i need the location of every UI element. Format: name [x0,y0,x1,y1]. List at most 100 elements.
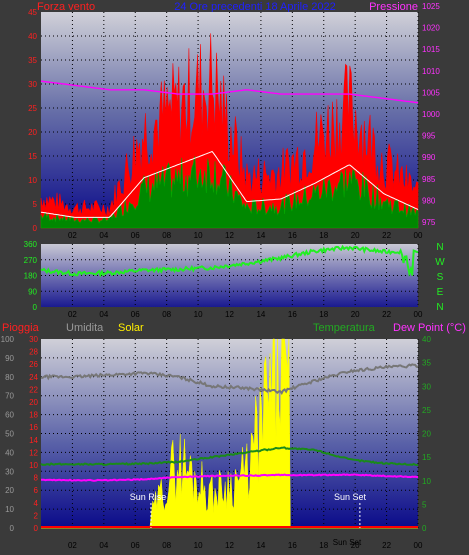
x-tick-label: 18 [319,231,328,240]
wind-tick-label: 20 [28,128,37,137]
x-tick-label: 12 [225,541,234,550]
pressure-tick-label: 1000 [422,110,440,119]
compass-letter: N [436,302,443,313]
compass-letter: E [437,287,444,298]
direction-tick-label: 0 [33,303,38,312]
wind-tick-label: 5 [33,200,38,209]
compass-letter: W [435,257,445,268]
x-tick-label: 14 [256,231,265,240]
direction-x-axis: 02 04 06 08 10 12 14 16 18 20 22 00 [68,310,423,319]
x-tick-label: 02 [68,231,77,240]
bottom-x-axis: 02 04 06 08 10 12 14 16 18 20 22 00 [68,541,423,550]
x-tick-label: 14 [256,541,265,550]
x-tick-label: 08 [162,310,171,319]
humidity-tick-label: 70 [5,392,14,401]
temperature-tick-label: 20 [422,430,431,439]
humidity-tick-label: 10 [5,505,14,514]
direction-left-axis: 0 90 180 270 360 [24,240,38,312]
rain-tick-label: 8 [34,474,39,483]
pressure-series [40,80,419,104]
x-tick-label: 10 [194,310,203,319]
sunset-axis-label: Sun Set [333,538,362,547]
humidity-tick-label: 60 [5,411,14,420]
compass-letter: S [437,272,444,283]
humidity-tick-label: 100 [1,335,15,344]
wind-tick-label: 10 [28,176,37,185]
wind-tick-label: 35 [28,56,37,65]
solar-label: Solar [118,322,144,334]
x-tick-label: 14 [256,310,265,319]
rain-tick-label: 16 [29,423,38,432]
x-tick-label: 02 [68,310,77,319]
x-tick-label: 02 [68,541,77,550]
temperature-tick-label: 30 [422,382,431,391]
x-tick-label: 10 [194,541,203,550]
dewpoint-label: Dew Point (°C) [393,322,466,334]
rain-tick-label: 26 [29,360,38,369]
x-tick-label: 16 [288,231,297,240]
direction-tick-label: 180 [24,272,38,281]
rain-tick-label: 0 [34,524,39,533]
x-tick-label: 16 [288,541,297,550]
humidity-tick-label: 20 [5,486,14,495]
rain-tick-label: 24 [29,373,38,382]
wind-tick-label: 30 [28,80,37,89]
rain-tick-label: 18 [29,411,38,420]
x-tick-label: 06 [131,231,140,240]
rain-tick-label: 6 [34,486,39,495]
rain-tick-label: 12 [29,448,38,457]
temperature-tick-label: 10 [422,477,431,486]
wind-tick-label: 40 [28,32,37,41]
rain-tick-label: 28 [29,348,38,357]
x-tick-label: 00 [414,231,423,240]
wind-mean-line [40,150,419,218]
temperature-series [40,446,419,467]
compass-letter: N [436,242,443,253]
temperature-tick-label: 40 [422,335,431,344]
x-tick-label: 08 [162,231,171,240]
temperature-tick-label: 15 [422,453,431,462]
sunrise-label: Sun Rise [130,492,167,502]
x-tick-label: 04 [99,231,108,240]
humidity-label: Umidita [66,322,104,334]
x-tick-label: 06 [131,541,140,550]
x-tick-label: 20 [351,231,360,240]
temperature-tick-label: 25 [422,406,431,415]
x-tick-label: 04 [99,310,108,319]
x-tick-label: 22 [382,541,391,550]
humidity-axis: 0 10 20 30 40 50 60 70 80 90 100 [1,335,15,533]
wind-x-axis: 02 04 06 08 10 12 14 16 18 20 22 00 [68,231,423,240]
temperature-axis: 0 5 10 15 20 25 30 35 40 [422,335,431,533]
x-tick-label: 04 [99,541,108,550]
rain-tick-label: 4 [34,499,39,508]
wind-title: Forza vento [37,1,95,13]
direction-tick-label: 270 [24,256,38,265]
temperature-tick-label: 0 [422,524,427,533]
pressure-right-axis: 975 980 985 990 995 1000 1005 1010 1015 1020 1025 [422,2,440,227]
chart-title: 24 Ore precedenti 18 Aprile 2022 [174,1,335,13]
pressure-tick-label: 1005 [422,88,440,97]
pressure-tick-label: 990 [422,153,436,162]
direction-tick-label: 90 [28,287,37,296]
temperature-label: Temperatura [313,322,376,334]
pressure-tick-label: 985 [422,175,436,184]
sunset-label: Sun Set [334,492,367,502]
rain-tick-label: 14 [29,436,38,445]
humidity-tick-label: 30 [5,467,14,476]
x-tick-label: 00 [414,310,423,319]
x-tick-label: 18 [319,541,328,550]
humidity-series [40,363,419,395]
direction-tick-label: 360 [24,240,38,249]
direction-panel-grid [41,244,419,307]
pressure-tick-label: 995 [422,132,436,141]
wind-tick-label: 25 [28,104,37,113]
pressure-tick-label: 1010 [422,67,440,76]
humidity-tick-label: 40 [5,448,14,457]
pressure-tick-label: 1015 [422,45,440,54]
x-tick-label: 20 [351,310,360,319]
humidity-tick-label: 50 [5,430,14,439]
